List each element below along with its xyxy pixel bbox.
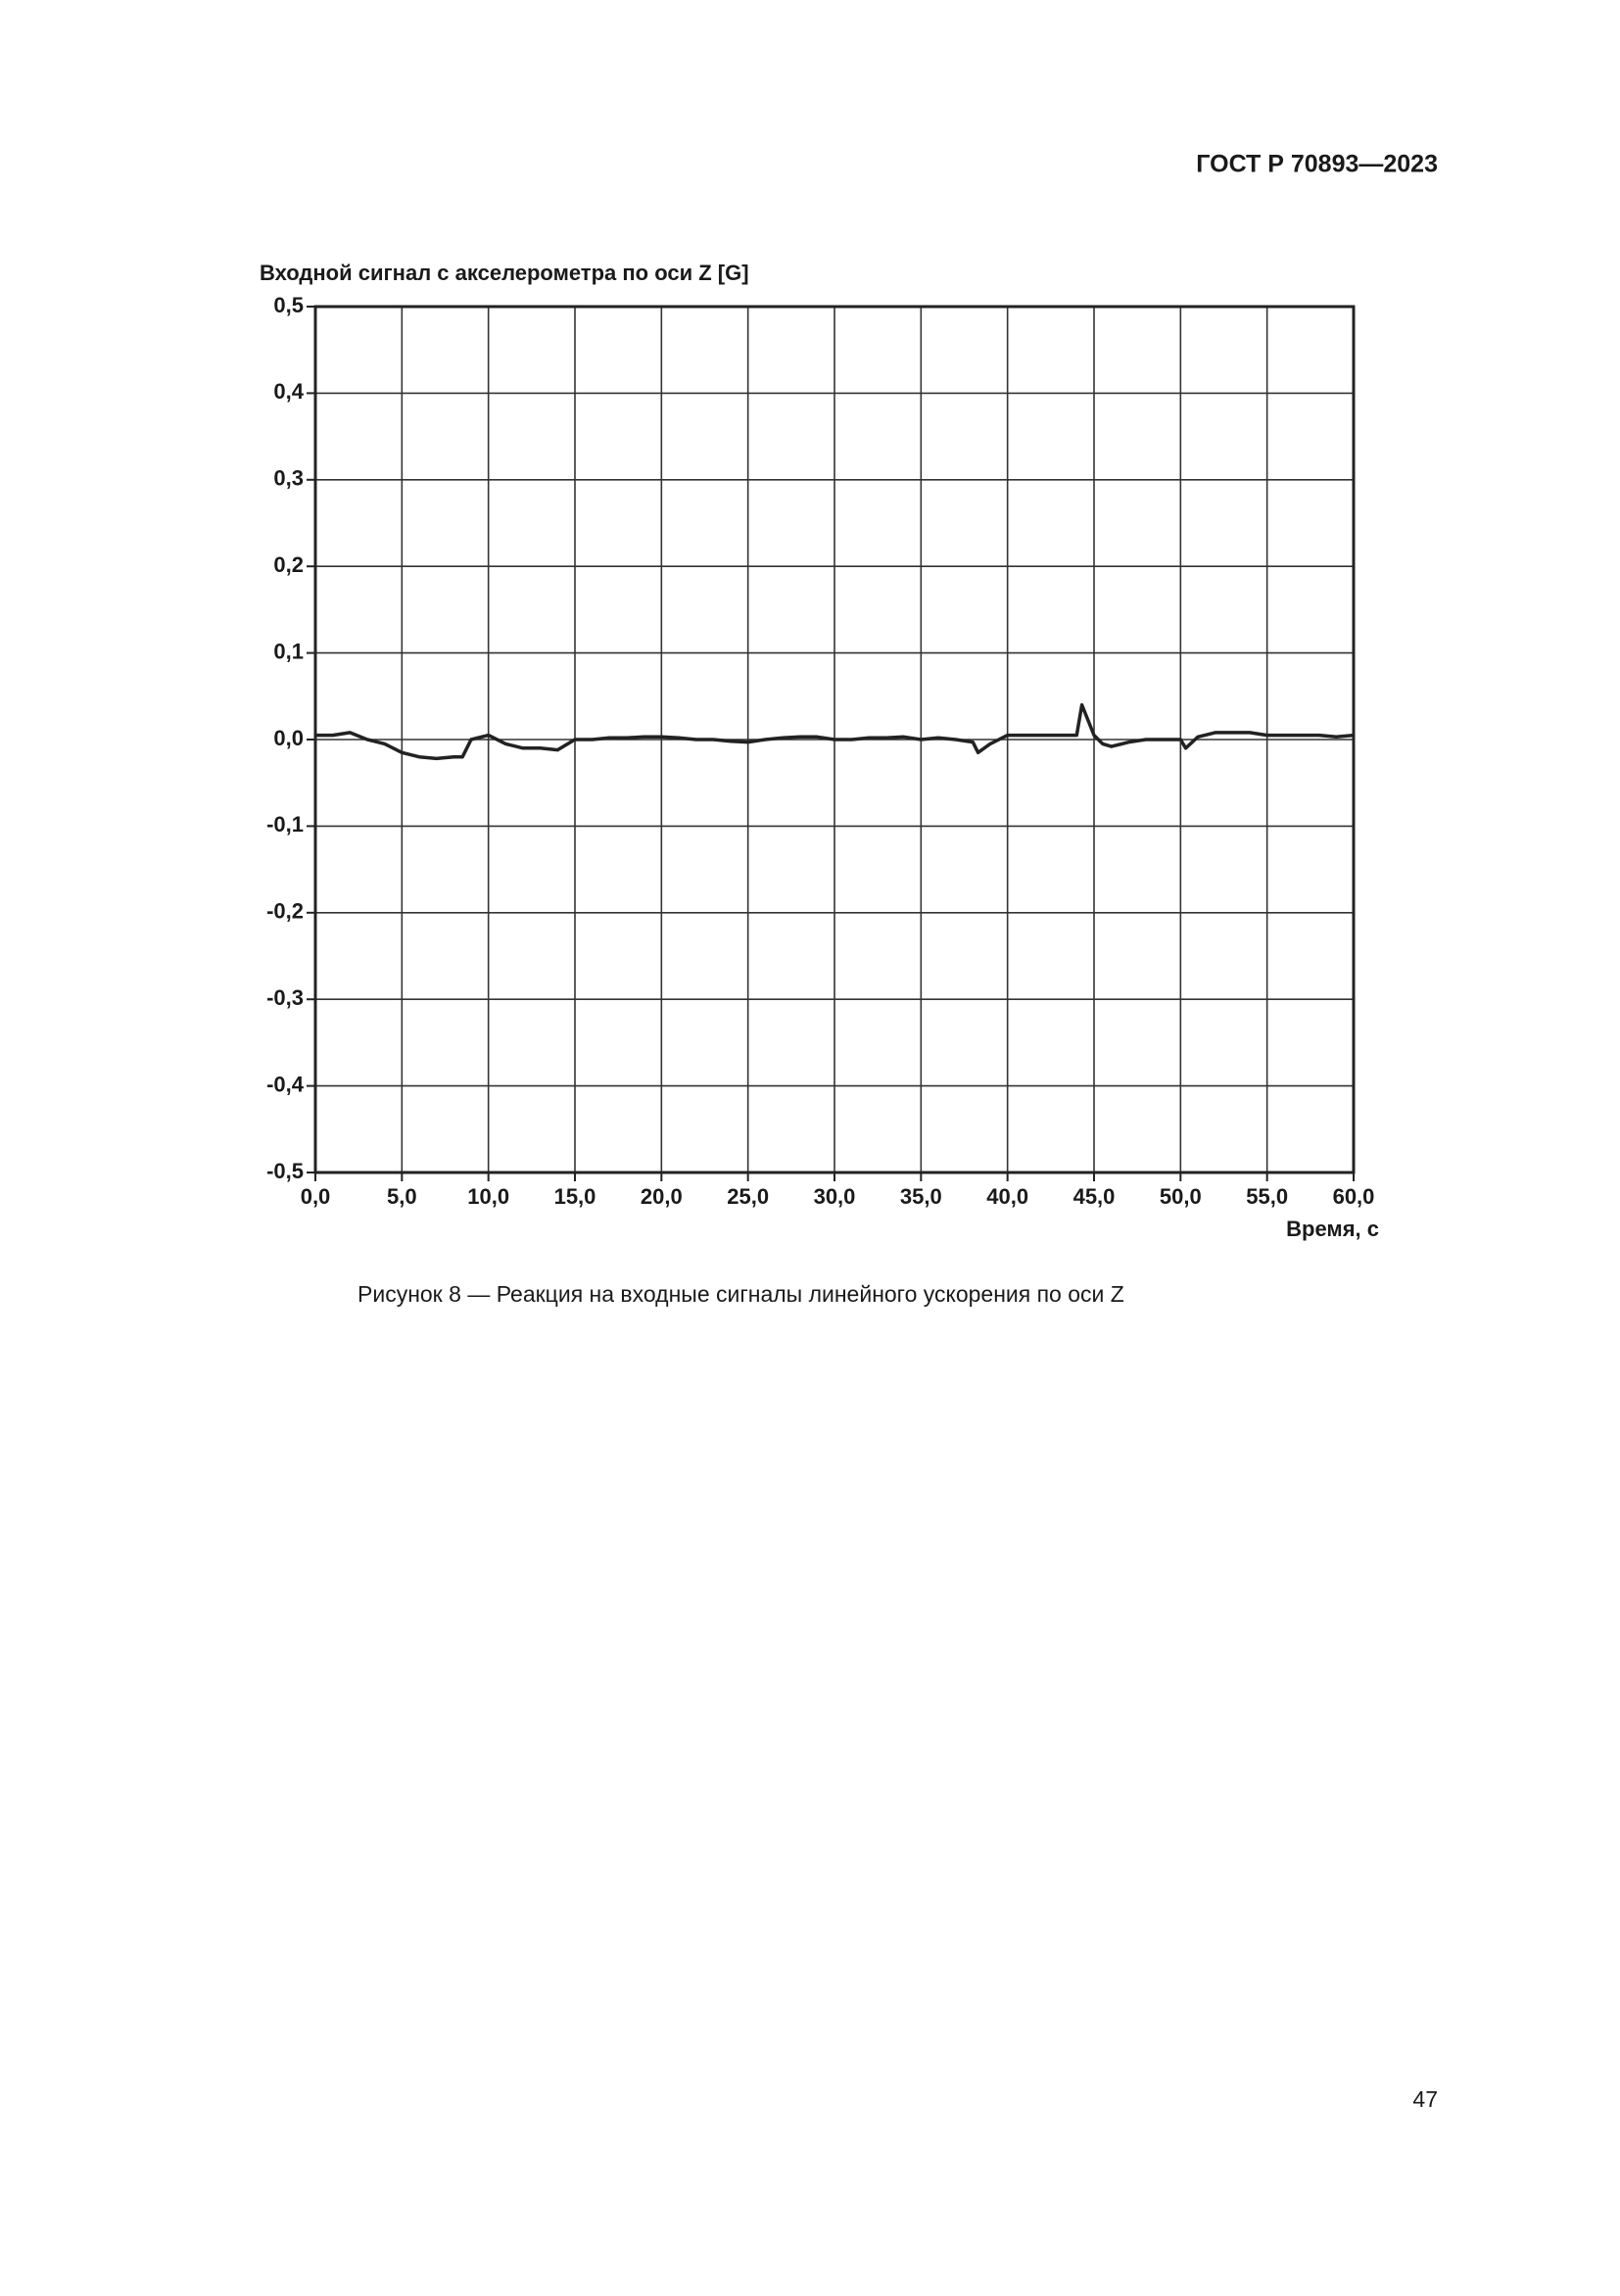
y-tick-label: 0,0 [273,726,304,750]
y-tick-label: -0,1 [266,812,304,837]
y-tick-label: -0,2 [266,899,304,924]
x-axis-label: Время, с [1286,1217,1379,1241]
x-tick-label: 5,0 [387,1184,417,1209]
x-tick-label: 20,0 [641,1184,683,1209]
x-tick-label: 25,0 [727,1184,769,1209]
x-tick-label: 10,0 [467,1184,509,1209]
data-line [315,702,1355,761]
x-tick-label: 50,0 [1160,1184,1202,1209]
x-tick-label: 45,0 [1073,1184,1116,1209]
header: ГОСТ Р 70893—2023 [1196,151,1438,178]
plot-frame [313,305,1356,1174]
x-tick-label: 0,0 [301,1184,331,1209]
y-tick-label: 0,1 [273,639,304,663]
page-number: 47 [1412,2086,1438,2112]
y-tick-label: 0,3 [273,466,304,491]
y-tick-label: -0,5 [266,1159,304,1183]
x-tick-label: 40,0 [986,1184,1028,1209]
x-tick-label: 15,0 [554,1184,596,1209]
x-tick-label: 55,0 [1246,1184,1288,1209]
x-tick-label: 35,0 [900,1184,942,1209]
y-tick-label: 0,5 [273,293,304,317]
caption: Рисунок 8 — Реакция на входные сигналы л… [357,1281,1124,1307]
y-tick-label: -0,4 [266,1072,305,1096]
y-tick-label: -0,3 [266,985,304,1010]
y-tick-label: 0,4 [273,379,304,404]
x-tick-label: 30,0 [814,1184,856,1209]
chart-title: Входной сигнал с акселерометра по оси Z … [260,261,749,285]
y-tick-label: 0,2 [273,552,304,577]
x-tick-label: 60,0 [1333,1184,1375,1209]
